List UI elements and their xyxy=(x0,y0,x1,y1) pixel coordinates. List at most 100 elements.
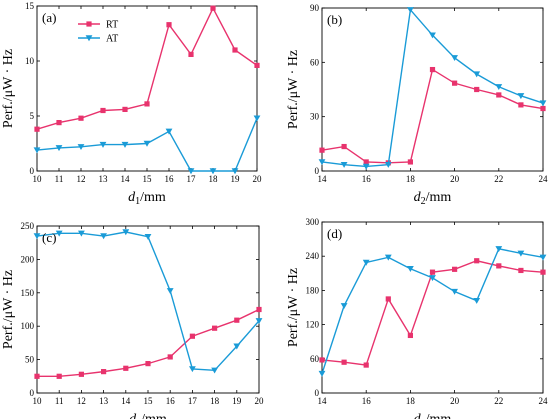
data-point-AT xyxy=(187,168,195,175)
legend: RT AT xyxy=(78,20,118,45)
data-point-RT xyxy=(407,159,413,165)
data-point-RT xyxy=(341,359,347,365)
x-tick-label: 12 xyxy=(77,174,86,184)
x-tick-label: 16 xyxy=(362,396,372,406)
x-tick-label: 18 xyxy=(209,174,219,184)
x-tick-label: 14 xyxy=(121,174,131,184)
data-point-AT xyxy=(384,254,392,261)
data-point-RT xyxy=(474,86,480,93)
data-point-AT xyxy=(407,266,414,272)
x-axis-var: d xyxy=(414,190,422,205)
x-tick-label: 22 xyxy=(494,174,503,184)
data-point-RT xyxy=(452,266,458,272)
data-point-AT xyxy=(429,275,436,282)
data-point-AT xyxy=(33,233,41,240)
data-point-AT xyxy=(165,128,173,135)
x-axis-var: d xyxy=(414,412,422,419)
x-tick-label: 14 xyxy=(121,396,131,406)
x-tick-label: 15 xyxy=(143,174,153,184)
data-point-RT xyxy=(319,147,325,153)
data-point-AT xyxy=(384,161,392,168)
x-axis-unit: /mm xyxy=(140,190,166,205)
y-tick-label: 200 xyxy=(21,254,35,264)
plot-frame xyxy=(321,221,544,394)
y-tick-label: 30 xyxy=(310,112,320,122)
x-axis-unit: /mm xyxy=(426,190,452,205)
data-point-RT xyxy=(210,5,216,11)
y-tick-label: 150 xyxy=(21,288,35,298)
data-point-AT xyxy=(517,93,525,100)
data-point-AT xyxy=(77,144,85,151)
data-point-RT xyxy=(407,332,413,339)
x-axis-subscript: 1 xyxy=(135,196,140,207)
y-axis-title: Perf./μW · Hz xyxy=(286,268,301,347)
x-tick-label: 16 xyxy=(362,174,372,184)
data-point-AT xyxy=(362,163,370,170)
panel-label: (d) xyxy=(327,226,342,241)
y-tick-label: 50 xyxy=(25,355,35,365)
data-point-AT xyxy=(255,318,263,325)
y-tick-label: 60 xyxy=(310,57,320,67)
data-point-AT xyxy=(495,84,503,91)
y-tick-label: 180 xyxy=(306,285,320,295)
y-tick-label: 300 xyxy=(306,217,320,227)
data-point-AT xyxy=(407,7,414,14)
x-tick-label: 13 xyxy=(99,396,109,406)
data-point-RT xyxy=(319,357,325,363)
plot-frame xyxy=(321,7,544,172)
panel-3: 10 11 12 13 14 15 16 17 18 19 20050100150200250(c)… xyxy=(1,221,264,419)
data-point-RT xyxy=(166,22,172,28)
data-point-AT xyxy=(100,233,107,240)
data-point-AT xyxy=(340,161,348,168)
panel-label: (a) xyxy=(42,10,56,25)
x-tick-label: 18 xyxy=(210,396,220,406)
x-tick-label: 18 xyxy=(406,174,416,184)
data-point-RT xyxy=(56,373,62,379)
series-line-AT xyxy=(36,231,260,372)
panel-2: 14 16 18 20 22 24 0 30 60 90 (b) d2/mm Perf./μW · Hz xyxy=(286,3,548,207)
data-point-AT xyxy=(473,71,481,78)
legend-label-AT: AT xyxy=(106,34,118,45)
series-AT xyxy=(33,229,263,374)
series-AT xyxy=(33,115,261,175)
x-tick-label: 19 xyxy=(232,396,242,406)
data-point-AT xyxy=(451,288,458,295)
y-tick-label: 5 xyxy=(30,111,35,121)
plot-frame xyxy=(36,225,260,394)
data-point-RT xyxy=(256,306,262,313)
x-tick-label: 20 xyxy=(450,396,460,406)
data-point-RT xyxy=(518,267,524,274)
y-tick-label: 100 xyxy=(21,321,35,331)
data-point-AT xyxy=(121,141,129,148)
data-point-RT xyxy=(34,126,40,132)
data-point-AT xyxy=(144,233,152,240)
data-point-AT xyxy=(166,288,174,295)
panel-1: 10 11 12 13 14 15 16 17 18 19 20 0 5 10 15 (a) d1/mm Perf… xyxy=(1,1,262,207)
data-point-RT xyxy=(34,373,40,379)
y-tick-label: 250 xyxy=(21,221,35,231)
legend-marker-AT xyxy=(85,35,93,42)
series-line-RT xyxy=(321,68,544,164)
data-point-RT xyxy=(429,269,436,275)
series-RT xyxy=(34,306,262,379)
x-tick-label: 11 xyxy=(55,396,64,406)
data-point-RT xyxy=(78,371,84,377)
data-point-RT xyxy=(474,258,480,264)
x-tick-label: 14 xyxy=(318,174,328,184)
data-point-AT xyxy=(78,230,85,237)
x-axis-title: d2/mm xyxy=(414,190,452,207)
data-point-RT xyxy=(100,107,106,114)
x-tick-label: 10 xyxy=(33,396,43,406)
data-point-RT xyxy=(341,143,347,150)
data-point-RT xyxy=(232,47,238,53)
data-point-RT xyxy=(234,317,240,323)
data-point-AT xyxy=(231,168,239,175)
data-point-AT xyxy=(429,32,436,39)
x-tick-label: 17 xyxy=(188,396,198,406)
x-axis-subscript: 2 xyxy=(421,196,426,207)
y-tick-label: 15 xyxy=(25,1,35,11)
data-point-RT xyxy=(189,333,195,339)
x-tick-label: 17 xyxy=(187,174,197,184)
x-tick-label: 11 xyxy=(55,174,64,184)
data-point-RT xyxy=(123,365,129,371)
